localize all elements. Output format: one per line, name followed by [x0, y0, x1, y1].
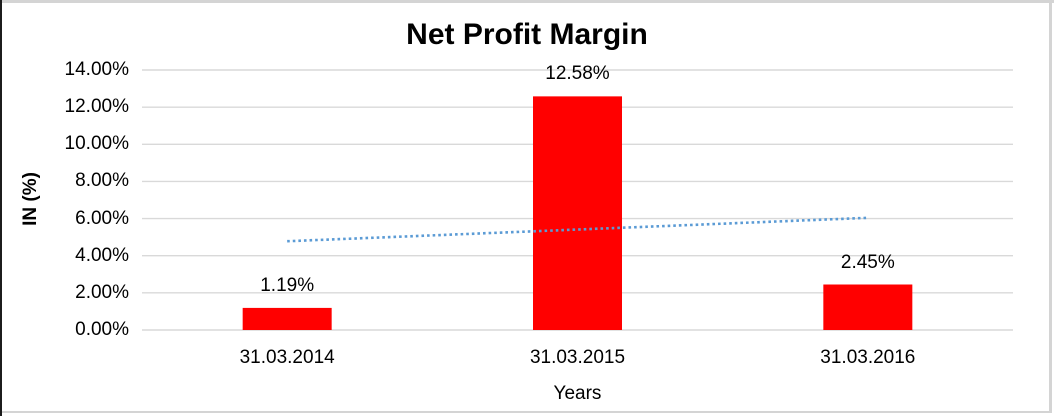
bar — [242, 307, 332, 330]
bar-data-label: 12.58% — [545, 63, 610, 85]
trendline — [287, 216, 868, 243]
frame-right-border — [1049, 3, 1052, 413]
bar — [533, 96, 622, 330]
bar — [823, 284, 913, 330]
bar-data-label: 2.45% — [840, 251, 895, 273]
x-tick-label: 31.03.2014 — [239, 347, 335, 368]
y-tick-label: 10.00% — [64, 133, 129, 155]
x-tick-label: 31.03.2015 — [529, 347, 626, 368]
frame-top-border — [2, 0, 1054, 3]
y-tick-label: 8.00% — [75, 170, 129, 192]
chart-title: Net Profit Margin — [406, 18, 648, 51]
y-tick-label: 2.00% — [75, 281, 129, 303]
frame-left-border — [0, 0, 2, 416]
x-tick-label: 31.03.2016 — [820, 347, 916, 368]
bar-data-label: 1.19% — [260, 274, 315, 296]
x-axis-title: Years — [553, 383, 602, 404]
frame-bottom-border — [2, 411, 1049, 413]
y-tick-label: 0.00% — [75, 319, 129, 340]
y-tick-label: 4.00% — [75, 244, 129, 266]
y-tick-label: 12.00% — [64, 96, 129, 118]
y-tick-label: 14.00% — [64, 59, 129, 80]
y-tick-label: 6.00% — [75, 207, 129, 229]
